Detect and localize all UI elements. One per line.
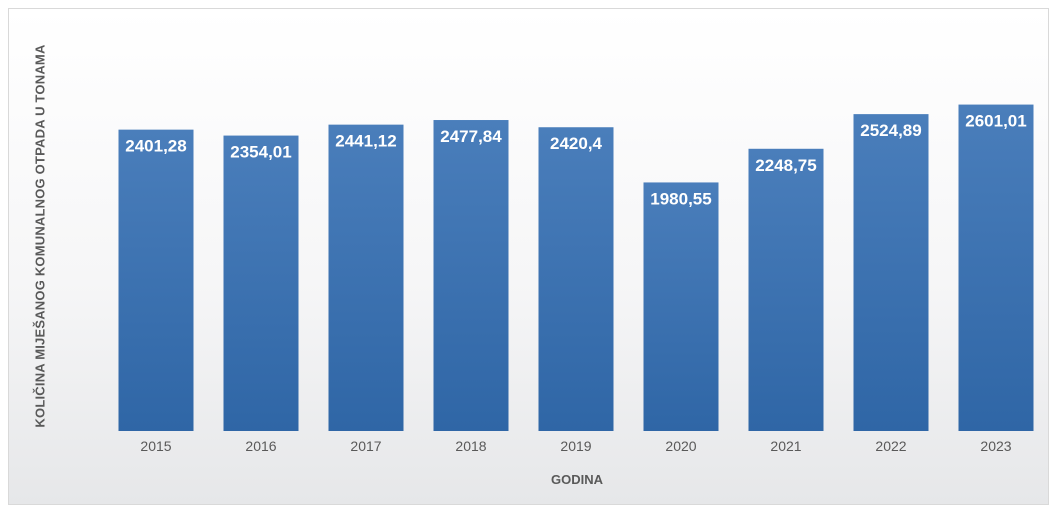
bar-value-label: 2524,89 bbox=[860, 121, 921, 140]
bar-value-label: 2477,84 bbox=[440, 127, 502, 146]
y-axis-title: KOLIČINA MIJEŠANOG KOMUNALNOG OTPADA U T… bbox=[32, 44, 48, 428]
bar-value-label: 2401,28 bbox=[125, 137, 186, 156]
x-tick-label: 2016 bbox=[245, 438, 276, 454]
bar-2021 bbox=[748, 148, 824, 432]
bar-value-label: 1980,55 bbox=[650, 189, 711, 208]
bar-2015 bbox=[118, 129, 194, 432]
x-tick-label: 2020 bbox=[665, 438, 696, 454]
bar-2022 bbox=[853, 114, 929, 431]
x-tick-label: 2017 bbox=[350, 438, 381, 454]
x-tick-label: 2018 bbox=[455, 438, 486, 454]
bar-2017 bbox=[328, 124, 404, 432]
x-tick-label: 2021 bbox=[770, 438, 801, 454]
bar-2023 bbox=[958, 104, 1034, 431]
bar-2018 bbox=[433, 120, 509, 432]
bar-value-label: 2441,12 bbox=[335, 132, 396, 151]
x-tick-label: 2022 bbox=[875, 438, 906, 454]
x-tick-label: 2015 bbox=[140, 438, 171, 454]
x-tick-label: 2023 bbox=[980, 438, 1011, 454]
bar-value-label: 2354,01 bbox=[230, 143, 291, 162]
x-tick-label: 2019 bbox=[560, 438, 591, 454]
bar-2016 bbox=[223, 135, 299, 431]
x-axis-title: GODINA bbox=[551, 472, 603, 487]
bar-2020 bbox=[643, 182, 719, 431]
bar-2019 bbox=[538, 127, 614, 431]
bar-value-label: 2420,4 bbox=[550, 134, 603, 153]
bar-value-label: 2601,01 bbox=[965, 112, 1026, 131]
bar-value-label: 2248,75 bbox=[755, 156, 816, 175]
